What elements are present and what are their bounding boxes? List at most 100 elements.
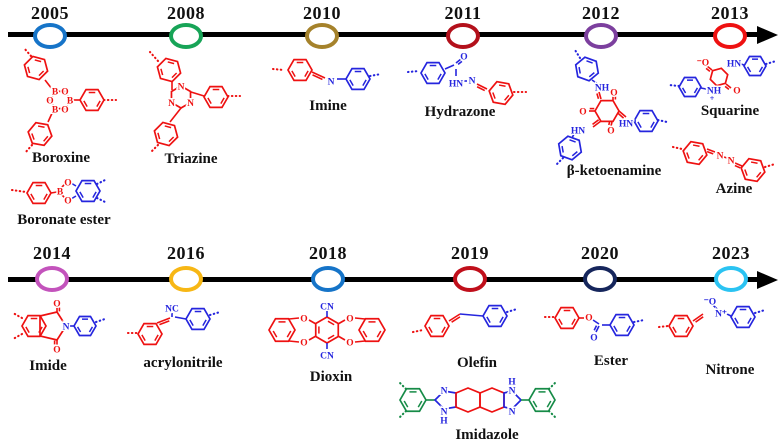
svg-text:B: B [57, 187, 64, 197]
svg-text:N: N [168, 99, 175, 109]
structure-label-boronate-ester: Boronate ester [17, 212, 111, 228]
svg-text:NC: NC [165, 304, 179, 314]
structure-triazine: NNN [148, 50, 242, 155]
svg-text:+: + [710, 94, 715, 103]
structure-squarine: ⁻O HN O NH+ [667, 55, 778, 104]
svg-text:HN: HN [619, 119, 633, 129]
year-label-2018: 2018 [309, 243, 347, 263]
year-label-2016: 2016 [167, 243, 205, 263]
timeline-node-2014 [35, 266, 69, 292]
timeline-line-bottom [8, 277, 760, 282]
svg-text:N⁺: N⁺ [715, 309, 727, 319]
svg-text:HN: HN [571, 126, 585, 136]
structure-hydrazone: O HN N [406, 51, 528, 106]
svg-text:O: O [53, 299, 60, 309]
year-label-2019: 2019 [451, 243, 489, 263]
structure-label-boroxine: Boroxine [31, 150, 91, 166]
timeline-node-2005 [33, 23, 67, 49]
timeline-node-2020 [583, 266, 617, 292]
svg-text:NH: NH [595, 83, 610, 93]
structure-imide: O O N [11, 298, 107, 357]
svg-text:B: B [67, 96, 74, 106]
svg-text:N: N [728, 156, 735, 166]
structure-label-ketoenamine: β-ketoenamine [566, 163, 662, 179]
svg-text:N: N [441, 407, 448, 417]
svg-text:O: O [53, 345, 60, 355]
svg-text:⁻O: ⁻O [697, 58, 709, 68]
svg-text:N: N [717, 151, 724, 161]
timeline-node-2008 [169, 23, 203, 49]
structure-label-azine: Azine [715, 181, 753, 197]
svg-text:N: N [187, 99, 194, 109]
structure-label-nitrone: Nitrone [705, 362, 755, 378]
svg-text:O: O [61, 87, 68, 97]
svg-text:O: O [46, 96, 53, 106]
timeline-node-2010 [305, 23, 339, 49]
svg-text:O: O [585, 313, 592, 323]
svg-text:O: O [300, 338, 307, 348]
svg-text:CN: CN [320, 302, 334, 312]
year-label-2020: 2020 [581, 243, 619, 263]
structure-boronate_ester: BOO [10, 177, 109, 208]
svg-text:N: N [441, 386, 448, 396]
svg-text:O: O [607, 126, 614, 136]
year-label-2011: 2011 [444, 3, 482, 23]
svg-text:N: N [469, 76, 476, 86]
structure-label-dioxin: Dioxin [309, 369, 353, 385]
svg-text:B: B [52, 87, 59, 97]
structure-label-triazine: Triazine [164, 151, 218, 167]
timeline-node-2019 [453, 266, 487, 292]
year-label-2023: 2023 [712, 243, 750, 263]
svg-text:N: N [328, 77, 335, 87]
arrow-right-icon [757, 270, 778, 289]
structure-acrylonitrile: NC [126, 303, 222, 346]
year-label-2012: 2012 [582, 3, 620, 23]
svg-text:NH: NH [707, 86, 722, 96]
svg-text:B: B [52, 105, 59, 115]
structure-label-imine: Imine [309, 98, 347, 114]
svg-text:H: H [440, 416, 448, 426]
structure-label-imide: Imide [29, 358, 67, 374]
structure-label-acrylonitrile: acrylonitrile [143, 355, 223, 371]
structure-label-squarine: Squarine [700, 103, 760, 119]
year-label-2014: 2014 [33, 243, 71, 263]
timeline-line-top [8, 32, 760, 37]
svg-text:O: O [590, 333, 597, 343]
timeline-node-2018 [311, 266, 345, 292]
svg-text:N: N [63, 322, 70, 332]
timeline-node-2023 [714, 266, 748, 292]
structure-ester: OO [543, 306, 646, 345]
timeline-node-2012 [584, 23, 618, 49]
svg-text:O: O [300, 314, 307, 324]
svg-text:O: O [61, 105, 68, 115]
svg-text:O: O [346, 338, 353, 348]
structure-nitrone: ⁻O N⁺ [657, 296, 767, 338]
structure-imine: N [271, 58, 383, 91]
year-label-2008: 2008 [167, 3, 205, 23]
svg-text:⁻O: ⁻O [704, 297, 716, 307]
svg-text:N: N [509, 386, 516, 396]
svg-text:O: O [346, 314, 353, 324]
arrow-right-icon [757, 25, 778, 44]
svg-text:O: O [610, 88, 617, 98]
year-label-2013: 2013 [711, 3, 749, 23]
timeline-node-2013 [713, 23, 747, 49]
svg-text:N: N [509, 407, 516, 417]
timeline-node-2011 [446, 23, 480, 49]
svg-text:H: H [508, 377, 516, 387]
svg-text:N: N [178, 82, 185, 92]
year-label-2005: 2005 [31, 3, 69, 23]
svg-text:CN: CN [320, 351, 334, 361]
structure-label-ester: Ester [593, 353, 629, 369]
svg-text:HN: HN [449, 79, 463, 89]
svg-text:O: O [733, 86, 740, 96]
structure-olefin [411, 304, 519, 338]
svg-text:HN: HN [727, 59, 741, 69]
structure-label-olefin: Olefin [457, 355, 497, 371]
